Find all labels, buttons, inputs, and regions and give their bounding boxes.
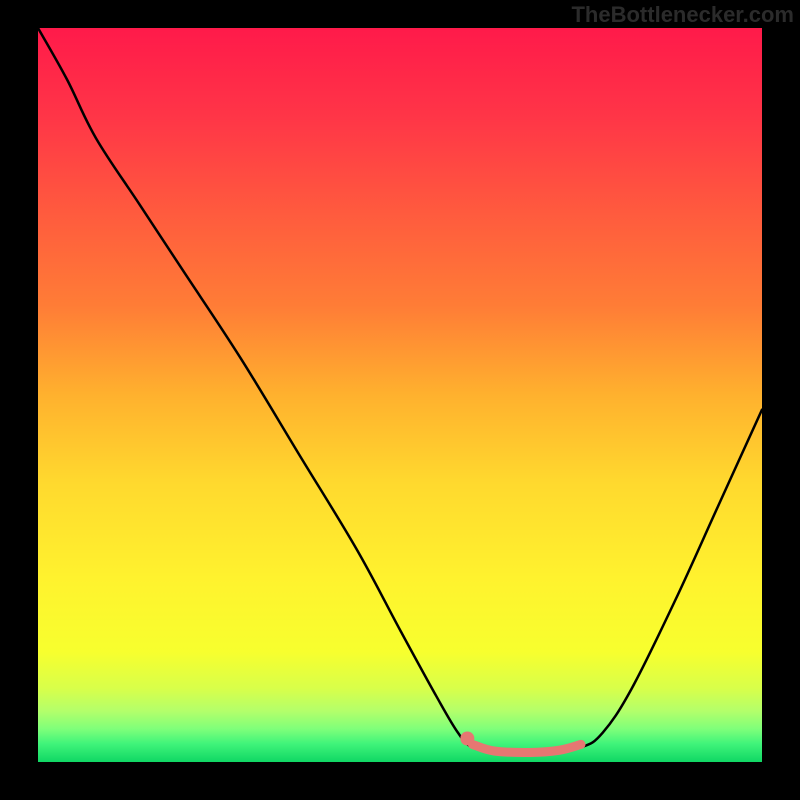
watermark-text: TheBottlenecker.com: [571, 2, 794, 28]
highlight-start-dot: [460, 732, 474, 746]
chart-plot-area: [38, 28, 762, 762]
highlight-segment: [472, 744, 581, 752]
chart-curve-layer: [38, 28, 762, 762]
bottleneck-curve: [38, 28, 762, 754]
